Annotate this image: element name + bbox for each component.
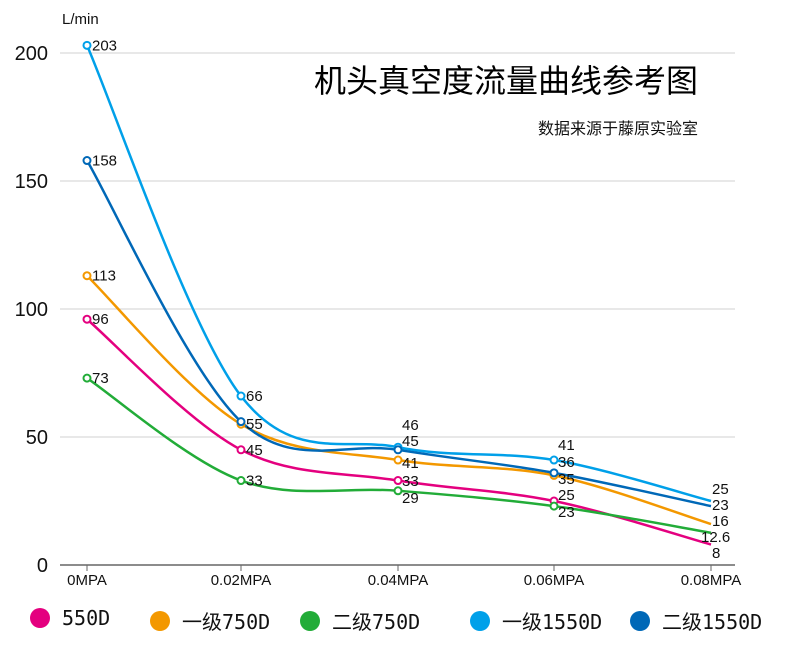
legend-marker	[300, 610, 320, 631]
legend: 550D 一级750D 二级750D 一级1550D 二级1550D	[0, 606, 790, 636]
data-label: 45	[246, 442, 263, 459]
legend-label: 二级1550D	[662, 610, 763, 634]
data-point	[82, 373, 92, 383]
x-tick-label: 0.08MPA	[681, 572, 742, 589]
data-label: 73	[92, 370, 109, 387]
data-label: 158	[92, 153, 117, 170]
data-label: 41	[558, 437, 575, 454]
legend-label: 550D	[62, 606, 111, 630]
legend-label: 一级1550D	[502, 610, 603, 634]
data-label: 33	[402, 473, 419, 490]
data-point	[82, 40, 92, 50]
chart-title: 机头真空度流量曲线参考图	[314, 62, 698, 100]
data-point	[393, 455, 403, 465]
y-axis-unit: L/min	[62, 11, 99, 28]
legend-marker	[30, 608, 50, 628]
legend-marker	[630, 610, 650, 631]
series-line	[85, 159, 712, 508]
data-point	[549, 501, 559, 511]
y-tick-label: 200	[15, 43, 48, 65]
data-point	[236, 476, 246, 486]
data-point	[82, 314, 92, 324]
data-point	[393, 445, 403, 455]
data-label: 55	[246, 416, 263, 433]
data-label: 36	[558, 454, 575, 471]
legend-item: 550D	[30, 606, 110, 630]
legend-item: 一级750D	[150, 606, 270, 635]
legend-label: 一级750D	[182, 610, 271, 634]
data-label: 45	[402, 433, 419, 450]
legend-marker	[470, 610, 490, 631]
y-tick-label: 50	[26, 427, 48, 449]
y-tick-label: 0	[37, 555, 48, 577]
data-label: 29	[402, 490, 419, 507]
legend-marker	[150, 610, 170, 631]
data-point	[82, 156, 92, 166]
data-label: 16	[712, 513, 729, 530]
data-label: 23	[712, 497, 729, 514]
data-point	[82, 271, 92, 281]
series-line	[86, 318, 712, 546]
data-label: 23	[558, 504, 575, 521]
data-point	[236, 417, 246, 427]
data-point	[393, 486, 403, 496]
legend-item: 二级750D	[300, 606, 420, 635]
data-point	[236, 445, 246, 455]
data-label: 113	[92, 268, 116, 285]
y-tick-label: 100	[15, 299, 48, 321]
x-tick-label: 0MPA	[67, 572, 107, 589]
data-label: 8	[712, 545, 720, 562]
data-label: 203	[92, 37, 117, 54]
data-label: 46	[402, 417, 419, 434]
data-label: 25	[712, 481, 729, 498]
data-point	[393, 476, 403, 486]
data-label: 96	[92, 311, 109, 328]
data-label: 35	[558, 471, 575, 488]
data-point	[549, 455, 559, 465]
data-point	[236, 391, 246, 401]
y-tick-label: 150	[15, 171, 48, 193]
series-line	[86, 377, 712, 534]
data-label: 25	[558, 487, 575, 504]
data-label: 41	[402, 455, 419, 472]
data-label: 33	[246, 473, 263, 490]
data-point	[549, 468, 559, 478]
data-label: 12.6	[701, 529, 730, 546]
series-line	[85, 44, 712, 503]
legend-item: 二级1550D	[630, 606, 762, 635]
legend-label: 二级750D	[332, 610, 421, 634]
x-tick-label: 0.02MPA	[211, 572, 272, 589]
chart-subtitle: 数据来源于藤原实验室	[538, 119, 698, 138]
x-tick-label: 0.04MPA	[368, 572, 429, 589]
x-tick-label: 0.06MPA	[524, 572, 585, 589]
legend-item: 一级1550D	[470, 606, 602, 635]
data-label: 66	[246, 388, 263, 405]
